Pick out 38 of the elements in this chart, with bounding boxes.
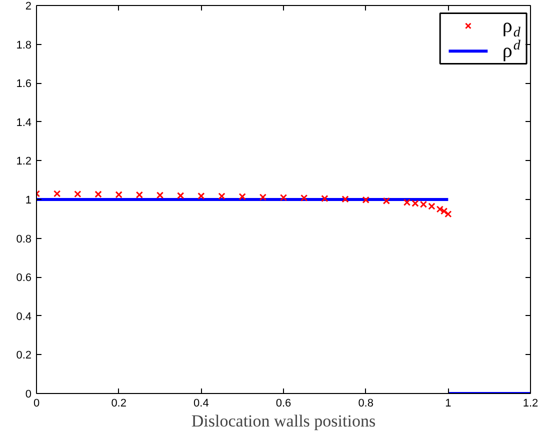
y-tick-label: 0.4 xyxy=(16,310,32,323)
point xyxy=(259,194,266,201)
point xyxy=(136,191,143,198)
point xyxy=(321,194,328,202)
y-tick-label: 0.6 xyxy=(16,272,32,284)
point xyxy=(156,192,164,199)
point xyxy=(362,196,370,204)
point xyxy=(300,194,308,202)
y-tick-label: 0.8 xyxy=(16,233,32,246)
point xyxy=(177,192,184,200)
point xyxy=(436,206,444,213)
x-tick-label: 1 xyxy=(445,398,452,410)
x-tick-label: 1.2 xyxy=(522,398,538,410)
x-axis-title: Dislocation walls positions xyxy=(191,412,376,430)
point xyxy=(218,192,226,200)
y-tick-label: 0.2 xyxy=(16,350,32,362)
point xyxy=(74,190,82,198)
point xyxy=(198,192,205,200)
y-tick-label: 1.4 xyxy=(16,116,32,129)
point xyxy=(342,196,349,203)
x-tick-label: 0.4 xyxy=(194,398,209,410)
y-tick-label: 1.8 xyxy=(16,39,32,52)
y-tick-label: 1.6 xyxy=(16,78,32,90)
x-tick-label: 0.2 xyxy=(111,398,126,410)
point xyxy=(54,190,61,198)
point xyxy=(94,190,102,198)
y-tick-label: 0 xyxy=(25,388,32,400)
point xyxy=(115,191,122,198)
x-tick-label: 0.8 xyxy=(358,398,374,410)
point xyxy=(382,197,390,204)
y-tick-label: 1.2 xyxy=(16,156,32,168)
y-tick-label: 2 xyxy=(25,0,32,12)
y-tick-label: 1 xyxy=(25,194,32,206)
point xyxy=(440,208,448,215)
x-tick-label: 0 xyxy=(33,398,40,410)
point xyxy=(238,193,246,200)
x-tick-label: 0.6 xyxy=(276,398,292,410)
point xyxy=(280,194,288,202)
